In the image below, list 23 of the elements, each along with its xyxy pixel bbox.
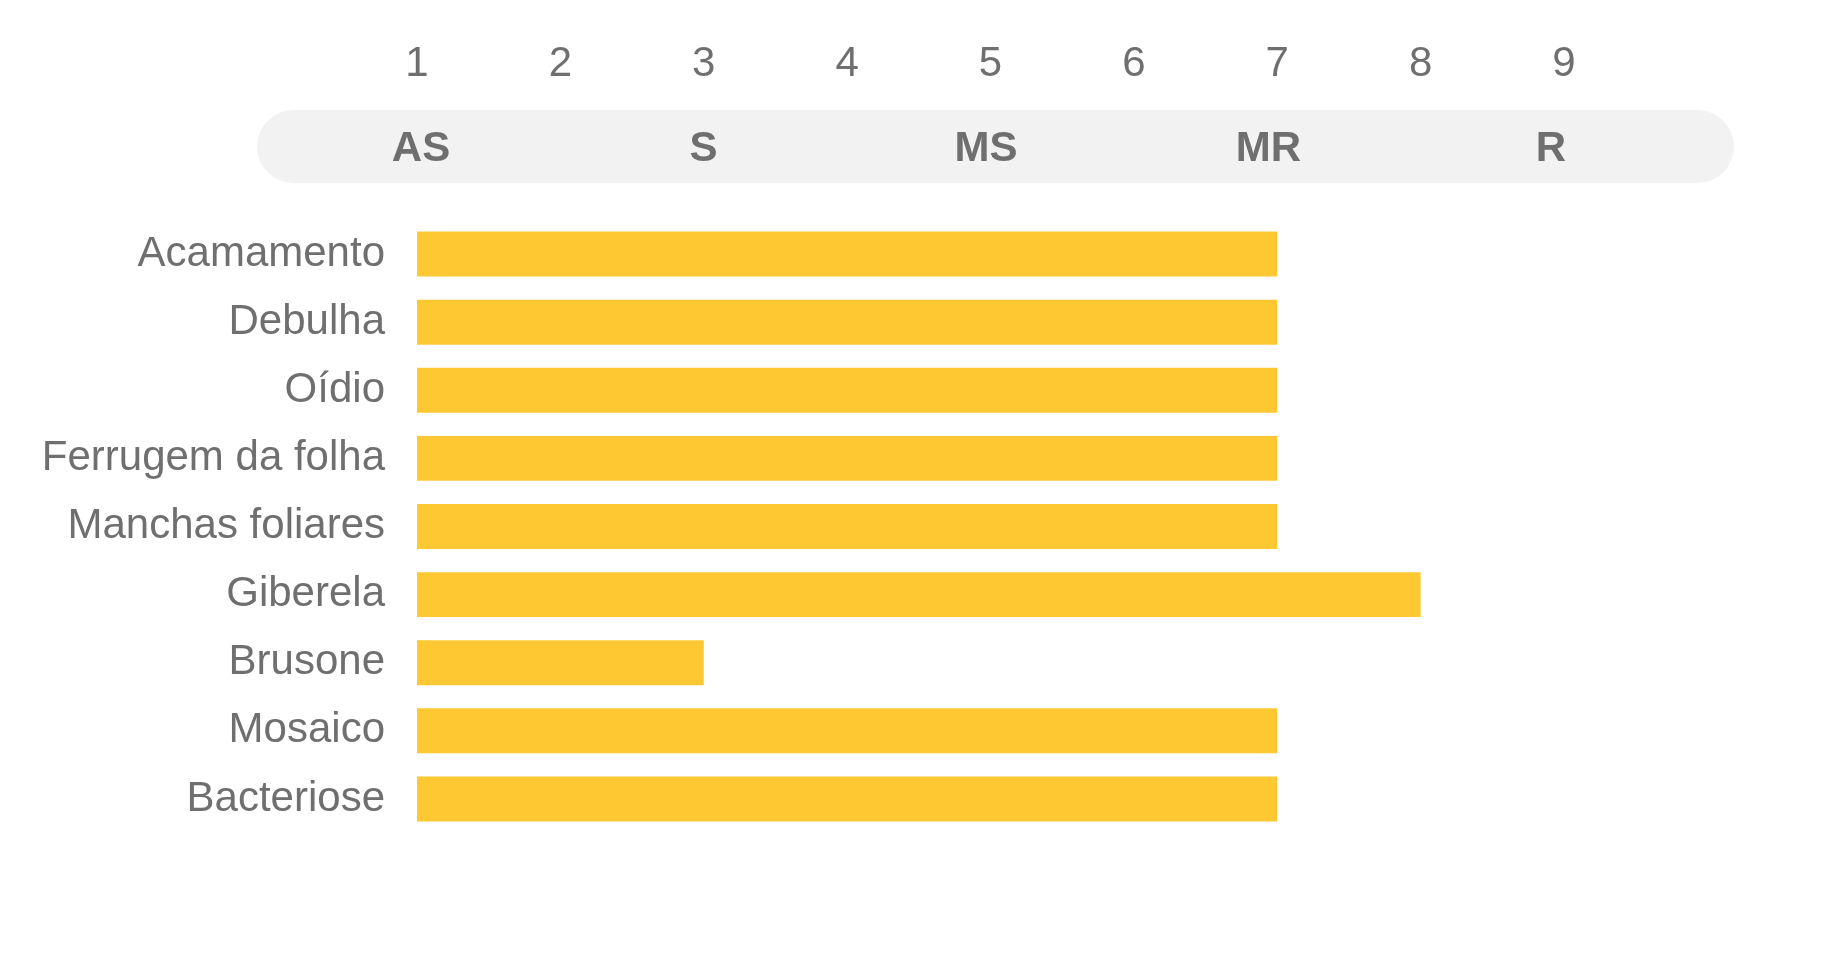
y-tick-label: Ferrugem da folha [41, 431, 386, 479]
text: R [1535, 122, 1567, 170]
x-tick-label: 1 [405, 38, 429, 86]
x-tick-label: 8 [1408, 38, 1433, 86]
y-tick-label: Bacteriose [186, 772, 385, 820]
text: S [689, 122, 718, 170]
x-tick-label: 9 [1552, 38, 1576, 86]
y-tick-label: Debulha [228, 295, 386, 343]
x-tick-label: 2 [548, 38, 573, 86]
y-tick-label: Brusone [228, 636, 385, 684]
y-tick-label: Oídio [284, 363, 385, 411]
text: AS [391, 122, 451, 170]
x-tick-label: 4 [835, 38, 859, 86]
text: MR [1235, 122, 1302, 170]
y-tick-label: Mosaico [228, 704, 385, 752]
x-tick-label: 7 [1265, 38, 1289, 86]
text: MS [954, 122, 1018, 170]
y-tick-label: Manchas foliares [67, 500, 385, 548]
x-tick-label: 5 [978, 38, 1003, 86]
y-tick-label: Acamamento [137, 227, 385, 275]
x-tick-label: 3 [692, 38, 716, 86]
y-tick-label: Giberela [226, 568, 386, 616]
x-tick-label: 6 [1122, 38, 1146, 86]
